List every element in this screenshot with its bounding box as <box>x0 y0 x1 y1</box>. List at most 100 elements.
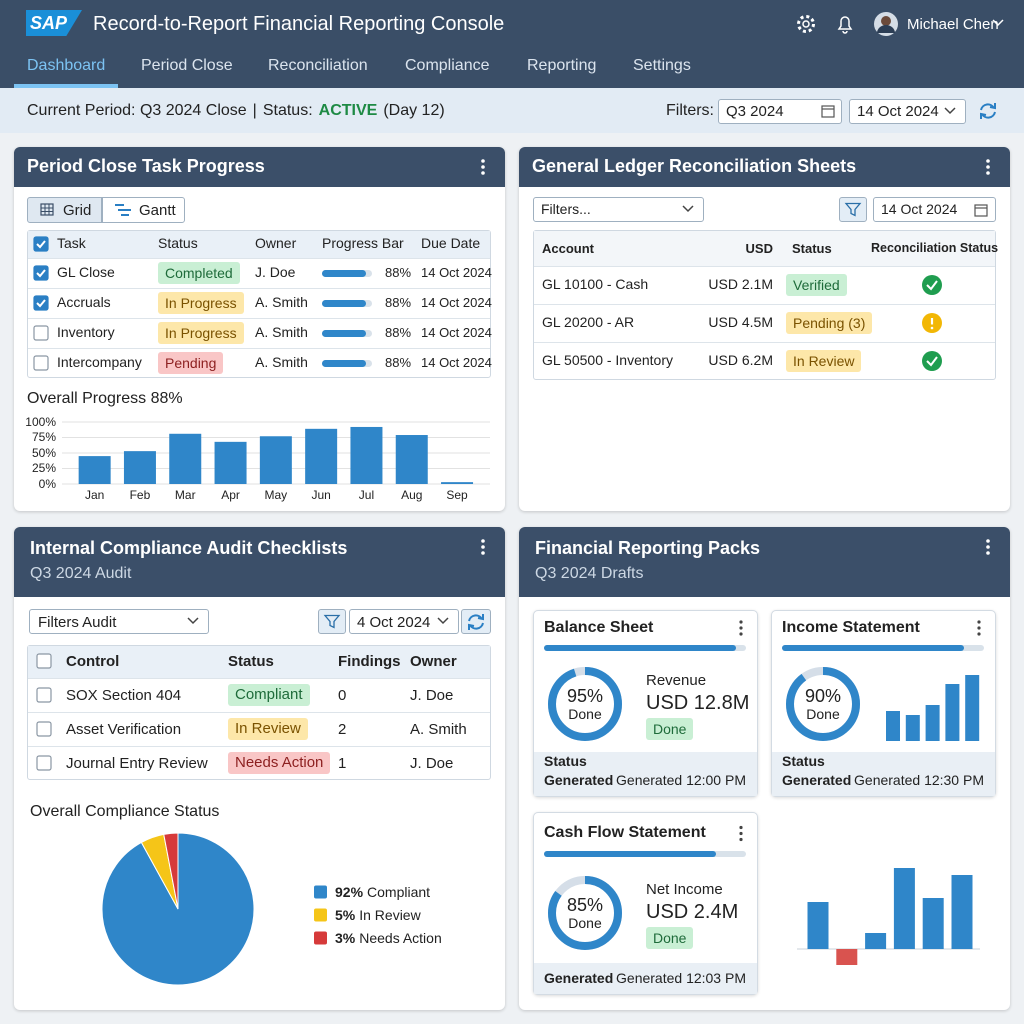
progress-label: 88% <box>385 264 412 280</box>
card-footer <box>772 752 995 796</box>
control-name: SOX Section 404 <box>66 686 182 704</box>
nav-item[interactable]: Reconciliation <box>268 56 368 74</box>
nav-item[interactable]: Settings <box>633 56 691 74</box>
control-name: Journal Entry Review <box>66 754 208 772</box>
nav-item[interactable]: Compliance <box>405 56 490 74</box>
row-divider <box>28 712 490 713</box>
account-name: GL 10100 - Cash <box>542 276 649 293</box>
audit-table-header <box>28 646 490 678</box>
status-value: ACTIVE <box>318 102 378 119</box>
view-toggle[interactable] <box>27 197 102 223</box>
card-progress-fill <box>544 850 716 857</box>
account-usd: USD 6.2M <box>708 352 773 369</box>
footer-label: Status <box>782 753 825 770</box>
filter-select-text: Filters... <box>541 201 591 218</box>
progress-fill <box>322 359 366 367</box>
filter-select[interactable] <box>533 197 704 222</box>
funnel-button[interactable] <box>318 609 346 634</box>
legend-value: 3% <box>335 930 356 946</box>
x-tick-label: Jan <box>84 487 105 502</box>
status-badge: In Review <box>786 350 862 372</box>
row-divider <box>28 288 490 289</box>
column-header: Due Date <box>421 235 481 252</box>
footer-label: Status <box>544 753 587 770</box>
row-divider <box>28 746 490 747</box>
metric-label: Revenue <box>646 671 707 689</box>
filter-select-text: Filters Audit <box>38 613 117 631</box>
progress-fill <box>322 299 366 307</box>
filter-select[interactable] <box>29 609 209 634</box>
filters-label: Filters: <box>666 101 714 119</box>
gl-table-header <box>534 231 995 266</box>
status-badge: Pending (3) <box>786 312 873 334</box>
control-name: Asset Verification <box>66 720 182 738</box>
column-header: Findings <box>338 652 401 670</box>
status-badge: Compliant <box>228 684 310 706</box>
control-owner: A. Smith <box>410 720 467 738</box>
legend-entry: 3% Needs Action <box>335 928 442 948</box>
period-filter[interactable] <box>718 99 842 124</box>
status-badge: Done <box>646 718 694 740</box>
column-header: USD <box>745 240 773 256</box>
x-tick-label: May <box>264 487 288 502</box>
due-date: 14 Oct 2024 <box>421 294 492 310</box>
nav-item[interactable]: Dashboard <box>27 56 106 74</box>
column-header: Owner <box>410 652 457 670</box>
task-name: Accruals <box>57 294 111 311</box>
y-tick-label: 75% <box>31 430 56 445</box>
row-divider <box>28 318 490 319</box>
column-header: Status <box>158 235 198 252</box>
account-usd: USD 4.5M <box>708 314 773 331</box>
due-date: 14 Oct 2024 <box>421 324 492 340</box>
refresh-button[interactable] <box>461 609 491 634</box>
task-owner: A. Smith <box>255 294 308 311</box>
task-name: Inventory <box>57 324 115 341</box>
column-header: Status <box>228 652 274 670</box>
account-name: GL 20200 - AR <box>542 314 635 331</box>
status-badge: Completed <box>158 262 240 284</box>
findings-count: 0 <box>338 686 347 704</box>
legend-entry: 5% In Review <box>335 905 421 925</box>
card-title: Cash Flow Statement <box>544 824 706 842</box>
column-header: Control <box>66 652 120 670</box>
task-name: GL Close <box>57 264 115 281</box>
panel-title: General Ledger Reconciliation Sheets <box>532 156 857 177</box>
nav-item[interactable]: Period Close <box>141 56 233 74</box>
row-divider <box>28 678 490 679</box>
control-owner: J. Doe <box>410 754 454 772</box>
legend-name: In Review <box>359 907 421 923</box>
funnel-button[interactable] <box>839 197 867 222</box>
panel-title: Internal Compliance Audit Checklists <box>30 538 348 559</box>
panel-header <box>14 147 505 187</box>
due-date: 14 Oct 2024 <box>421 264 492 280</box>
x-tick-label: Sep <box>446 487 468 502</box>
task-owner: A. Smith <box>255 324 308 341</box>
nav-underline <box>14 84 118 88</box>
panel-subtitle: Q3 2024 Drafts <box>535 564 644 582</box>
y-tick-label: 100% <box>25 414 56 429</box>
nav-item[interactable]: Reporting <box>527 56 597 74</box>
app-title: Record-to-Report Financial Reporting Con… <box>93 13 505 35</box>
task-name: Intercompany <box>57 354 142 371</box>
status-day: (Day 12) <box>383 102 445 119</box>
panel-subtitle: Q3 2024 Audit <box>30 564 132 582</box>
legend-name: Needs Action <box>359 930 442 946</box>
account-usd: USD 2.1M <box>708 276 773 293</box>
panel-title: Financial Reporting Packs <box>535 538 761 559</box>
status-badge: Verified <box>786 274 847 296</box>
legend-name: Compliant <box>367 884 431 900</box>
due-date: 14 Oct 2024 <box>421 354 492 370</box>
status-badge: In Progress <box>158 292 244 314</box>
progress-label: 88% <box>385 294 412 310</box>
y-tick-label: 0% <box>38 476 56 491</box>
donut-caption: Done <box>806 706 840 723</box>
footer-label: Generated <box>544 970 614 987</box>
generated-time: Generated 12:30 PM <box>854 772 984 789</box>
panel-header <box>519 147 1010 187</box>
progress-fill <box>322 329 366 337</box>
status-badge: In Review <box>228 718 308 740</box>
control-owner: J. Doe <box>410 686 454 704</box>
audit-table <box>27 645 491 780</box>
row-divider <box>534 266 995 267</box>
x-tick-label: Jul <box>358 487 375 502</box>
